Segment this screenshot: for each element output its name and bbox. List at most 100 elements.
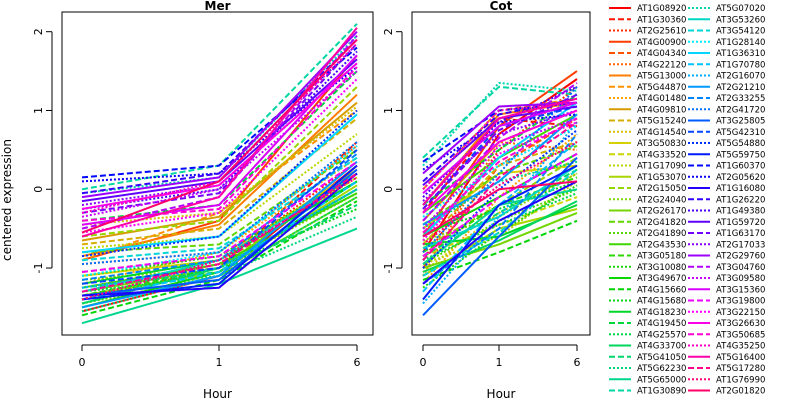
legend-item: AT3G50830 — [609, 139, 686, 149]
legend-label: AT2G33255 — [716, 94, 765, 104]
series-line — [81, 176, 358, 301]
legend-label: AT1G36310 — [716, 49, 765, 59]
series-line — [422, 164, 578, 301]
legend-item: AT3G15360 — [688, 285, 765, 295]
y-tick-label: -1 — [32, 263, 45, 274]
legend-label: AT5G44870 — [637, 83, 686, 93]
legend-label: AT4G19450 — [637, 319, 686, 329]
legend-item: AT2G25610 — [609, 27, 686, 37]
legend-item: AT4G35250 — [688, 342, 765, 352]
panel-title: Cot — [490, 0, 513, 13]
legend-item: AT1G63170 — [688, 229, 765, 239]
series-line — [422, 188, 578, 265]
series-line — [422, 172, 578, 273]
plot-frame — [411, 11, 591, 336]
legend-label: AT4G18230 — [637, 308, 686, 318]
legend-item: AT2G41820 — [609, 218, 686, 228]
legend-item: AT4G22120 — [609, 60, 686, 70]
series-line — [81, 149, 358, 285]
panel-cot: Cot 0 1 6 Hour -1 0 1 2 — [382, 0, 591, 400]
series-line — [81, 168, 358, 297]
legend-item: AT1G70780 — [688, 60, 765, 70]
series-line — [81, 38, 358, 195]
legend-item: AT5G54880 — [688, 139, 765, 149]
series-line — [422, 81, 578, 167]
series-line — [422, 152, 578, 257]
series-line — [422, 109, 578, 214]
series-line — [422, 117, 578, 230]
legend-label: AT4G22120 — [637, 60, 686, 70]
series-line — [81, 153, 358, 281]
legend-label: AT2G41820 — [637, 218, 686, 228]
legend-label: AT5G17280 — [716, 364, 765, 374]
y-tick-label: 2 — [32, 28, 45, 35]
x-tick-label: 1 — [216, 356, 223, 369]
legend-label: AT1G26220 — [716, 195, 765, 205]
series-line — [422, 180, 578, 285]
legend-item: AT2G17033 — [688, 240, 765, 250]
legend-label: AT4G33700 — [637, 342, 686, 352]
legend-label: AT3G10080 — [637, 263, 686, 273]
legend-item: AT1G08920 — [609, 4, 686, 14]
legend-label: AT1G49380 — [716, 207, 765, 217]
legend-label: AT3G19800 — [716, 297, 765, 307]
legend-item: AT2G16070 — [688, 72, 765, 82]
legend-label: AT3G25805 — [716, 117, 765, 127]
legend: AT1G08920AT1G30360AT2G25610AT4G00900AT4G… — [609, 4, 765, 397]
legend-item: AT5G42310 — [688, 128, 765, 138]
legend-label: AT4G15680 — [637, 297, 686, 307]
series-line — [422, 184, 578, 289]
legend-label: AT2G01820 — [716, 387, 765, 397]
series-line — [81, 46, 358, 179]
legend-label: AT1G76990 — [716, 375, 765, 385]
series-line — [422, 109, 578, 202]
series-line — [422, 93, 578, 210]
legend-item: AT5G44870 — [609, 83, 686, 93]
y-tick-label: 0 — [32, 186, 45, 193]
series-line — [422, 101, 578, 194]
y-tick-label: 1 — [382, 107, 395, 114]
legend-item: AT2G43530 — [609, 240, 686, 250]
series-line — [81, 149, 358, 254]
legend-label: AT1G17090 — [637, 162, 686, 172]
series-line — [81, 38, 358, 234]
series-line — [81, 141, 358, 266]
series-line — [81, 93, 358, 258]
legend-item: AT4G01480 — [609, 94, 686, 104]
legend-label: AT1G16080 — [716, 184, 765, 194]
series-line — [422, 141, 578, 246]
legend-label: AT4G14540 — [637, 128, 686, 138]
series-line — [422, 180, 578, 238]
legend-item: AT3G09580 — [688, 274, 765, 284]
legend-item: AT3G04760 — [688, 263, 765, 273]
legend-item: AT3G05180 — [609, 252, 686, 262]
x-axis-label: Hour — [487, 387, 516, 400]
series-line — [422, 97, 578, 190]
legend-label: AT5G54880 — [716, 139, 765, 149]
legend-item: AT1G60370 — [688, 162, 765, 172]
legend-label: AT5G15240 — [637, 117, 686, 127]
legend-label: AT1G59720 — [716, 218, 765, 228]
legend-item: AT1G17090 — [609, 162, 686, 172]
legend-item: AT5G13000 — [609, 72, 686, 82]
legend-label: AT2G29760 — [716, 252, 765, 262]
x-axis: 0 1 6 — [79, 344, 361, 369]
legend-item: AT1G49380 — [688, 207, 765, 217]
legend-label: AT3G04760 — [716, 263, 765, 273]
legend-item: AT2G15050 — [609, 184, 686, 194]
y-tick-label: 1 — [32, 107, 45, 114]
legend-label: AT2G26170 — [637, 207, 686, 217]
legend-item: AT2G24040 — [609, 195, 686, 205]
legend-item: AT2G01820 — [688, 387, 765, 397]
legend-item: AT3G19800 — [688, 297, 765, 307]
legend-label: AT2G25610 — [637, 27, 686, 37]
series-line — [81, 172, 358, 277]
x-axis-label: Hour — [203, 387, 232, 400]
legend-label: AT2G17033 — [716, 240, 765, 250]
legend-label: AT5G16400 — [716, 353, 765, 363]
series-line — [422, 141, 578, 246]
legend-item: AT1G30360 — [609, 15, 686, 25]
panel-mer: Mer 0 1 6 Hour -1 0 1 2 — [32, 0, 374, 400]
legend-label: AT4G04340 — [637, 49, 686, 59]
